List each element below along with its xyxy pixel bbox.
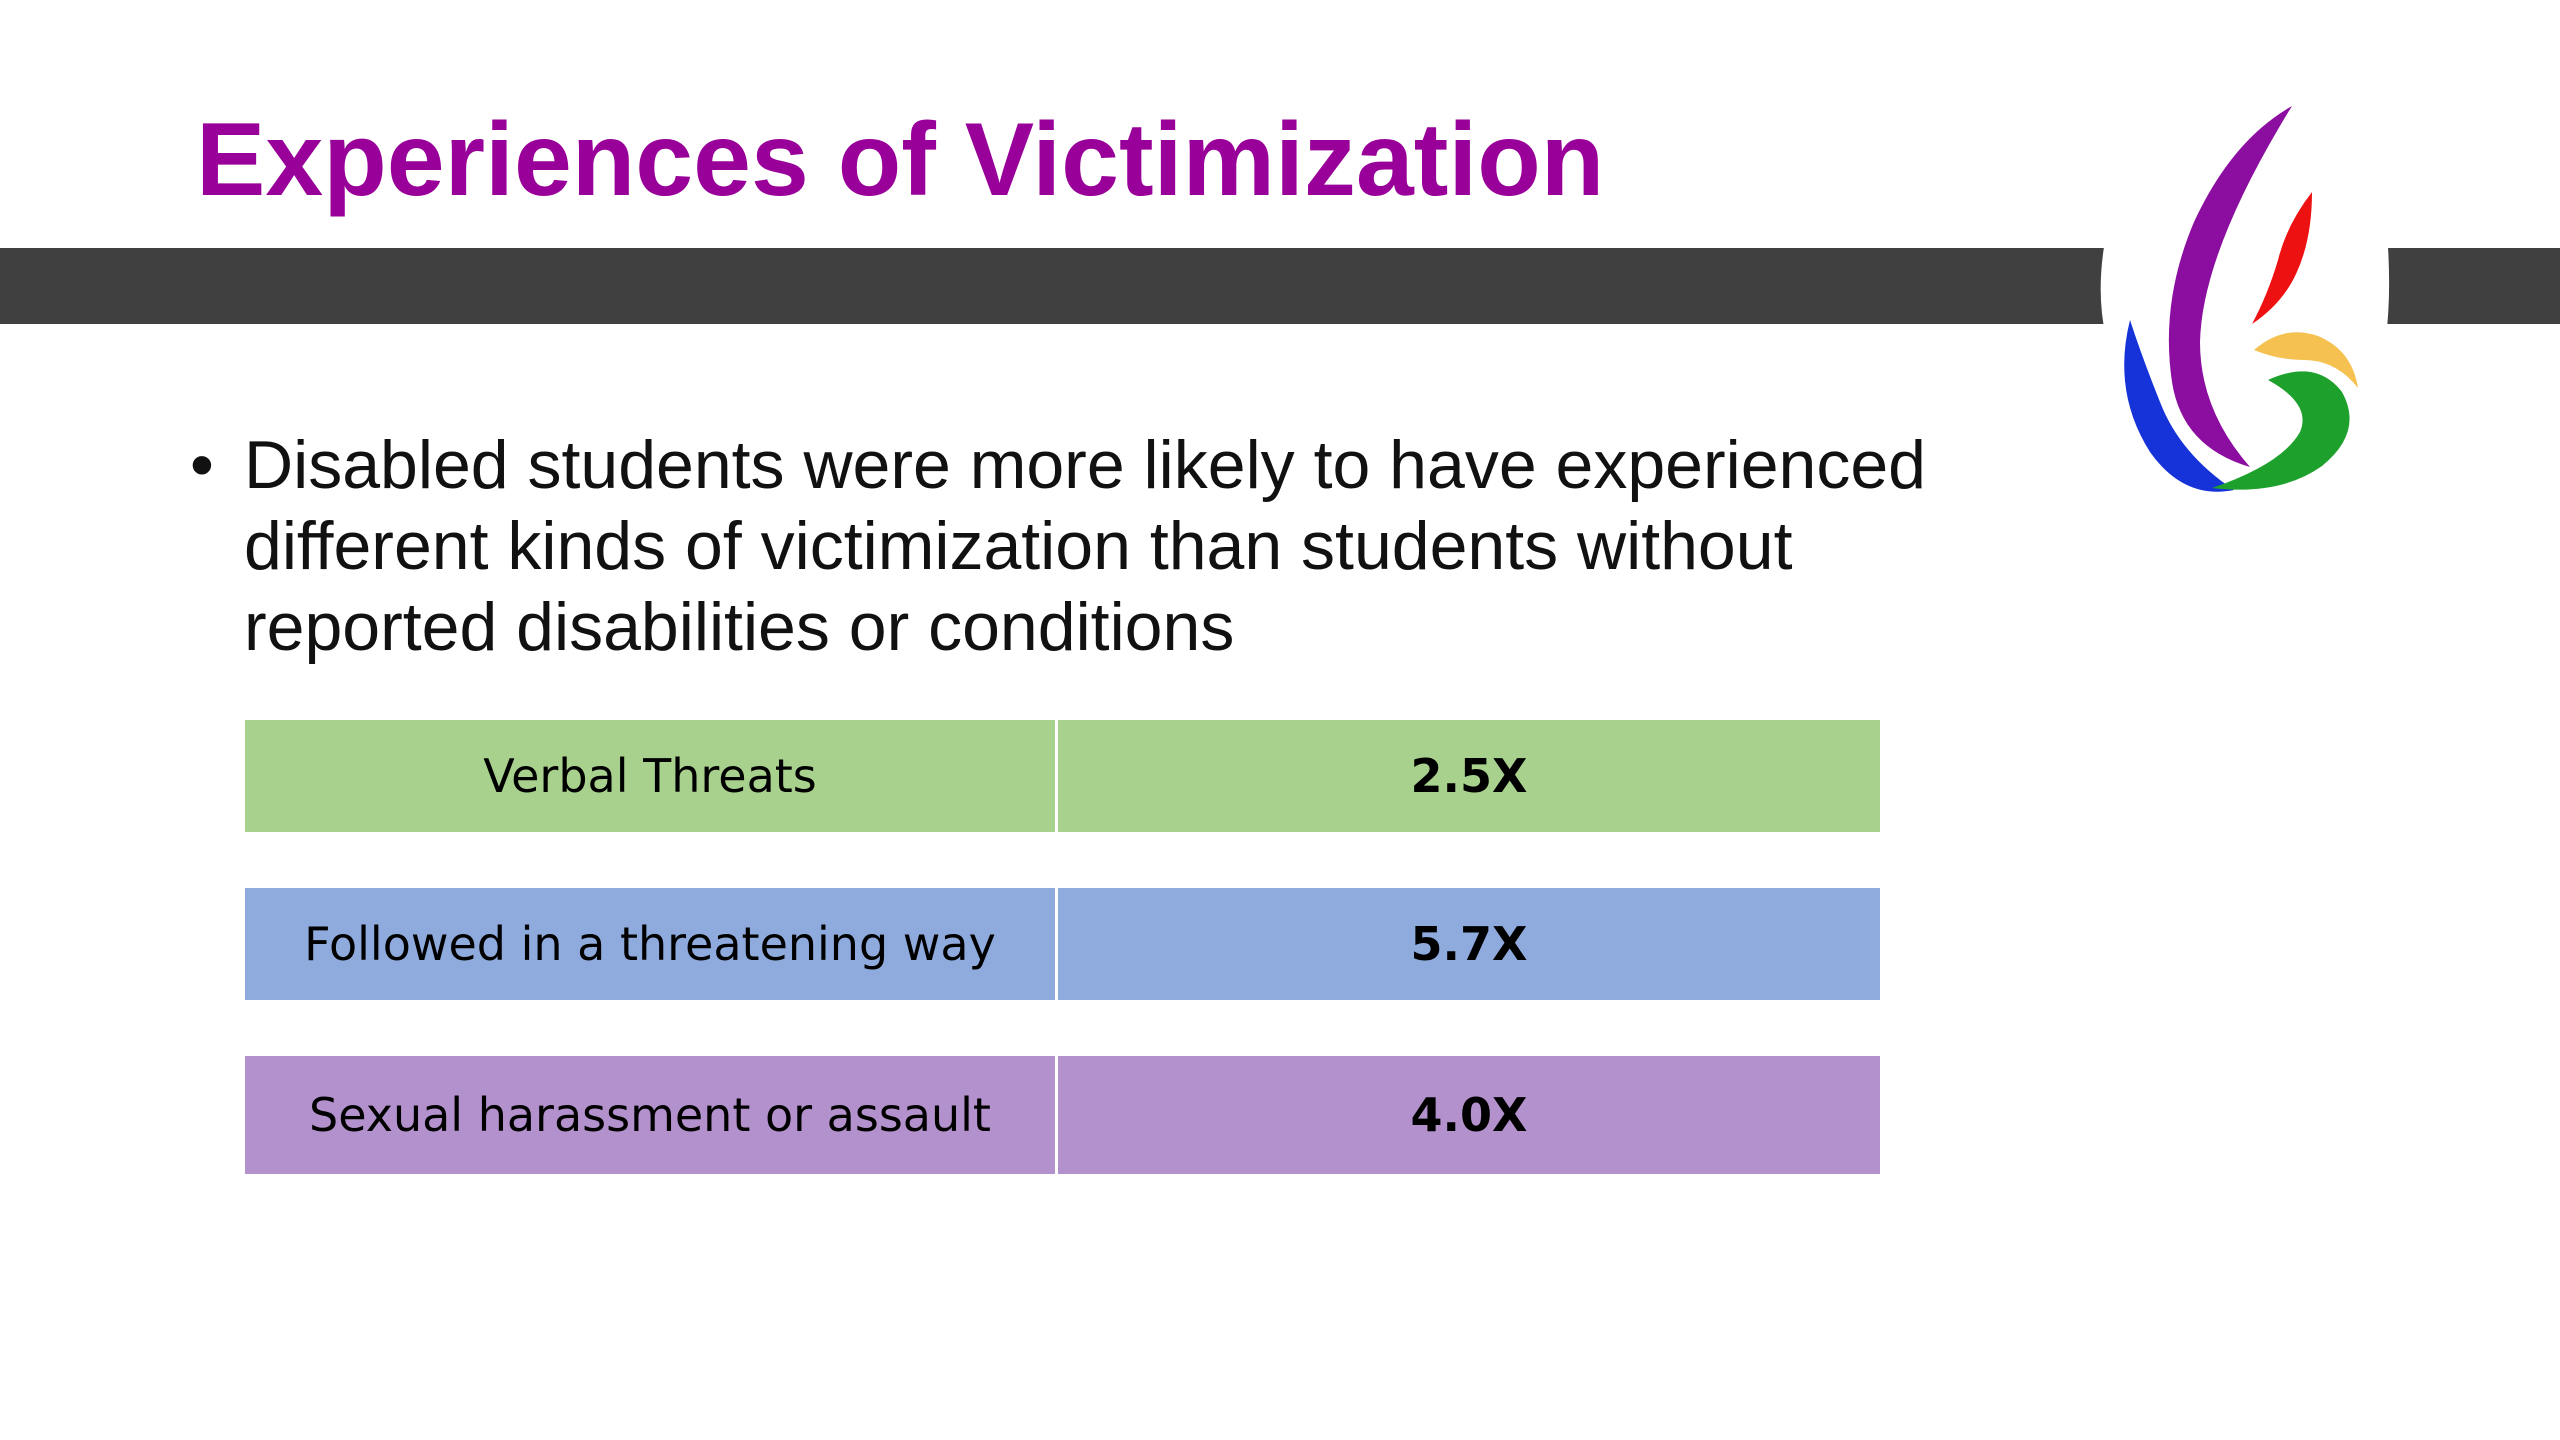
row-label: Verbal Threats	[245, 720, 1058, 832]
table-row-followed: Followed in a threatening way 5.7X	[245, 888, 1880, 1000]
table-row-sexual-harassment: Sexual harassment or assault 4.0X	[245, 1056, 1880, 1174]
logo	[2082, 92, 2402, 522]
bullet-text: Disabled students were more likely to ha…	[244, 427, 1927, 665]
row-value: 4.0X	[1410, 1088, 1528, 1142]
bullet-point: • Disabled students were more likely to …	[190, 425, 1950, 668]
table-row-verbal-threats: Verbal Threats 2.5X	[245, 720, 1880, 832]
row-label: Followed in a threatening way	[245, 888, 1058, 1000]
row-value: 2.5X	[1410, 749, 1528, 803]
slide-title: Experiences of Victimization	[196, 102, 1605, 218]
row-value: 5.7X	[1410, 917, 1528, 971]
flame-logo-icon	[2100, 106, 2390, 492]
row-label: Sexual harassment or assault	[245, 1056, 1058, 1174]
bullet-marker: •	[190, 427, 214, 503]
